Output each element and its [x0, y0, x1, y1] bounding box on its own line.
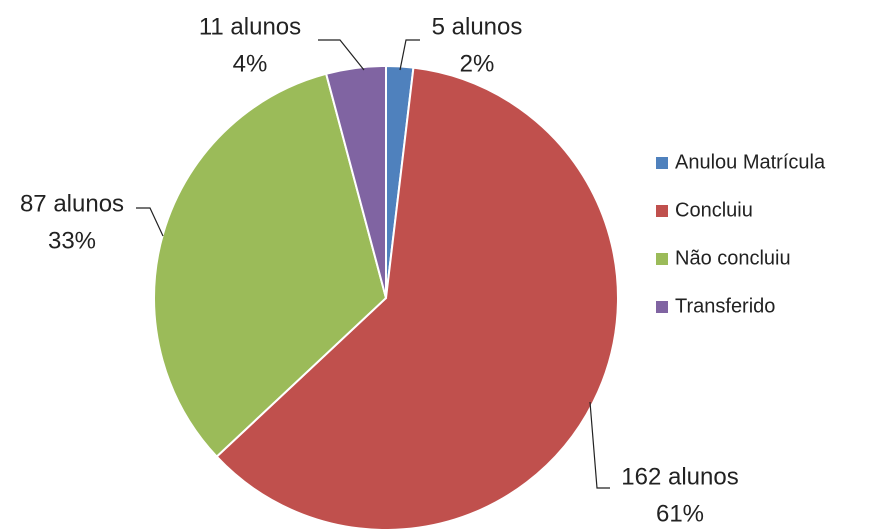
pie-slice [324, 64, 387, 299]
percent-label: 2% [460, 50, 495, 77]
legend-swatch [656, 205, 668, 217]
legend-swatch [656, 157, 668, 169]
legend-label: Anulou Matrícula [675, 151, 826, 173]
data-label: 11 alunos [199, 13, 301, 40]
leader-line [399, 39, 420, 71]
legend-label: Não concluiu [675, 247, 791, 269]
percent-label: 33% [48, 227, 96, 254]
percent-label: 4% [233, 50, 268, 77]
leader-line [136, 207, 164, 237]
legend-label: Transferido [675, 295, 775, 317]
legend-swatch [656, 301, 668, 313]
leader-line [318, 39, 365, 71]
percent-label: 61% [656, 500, 704, 527]
legend-swatch [656, 253, 668, 265]
data-label: 162 alunos [621, 463, 738, 490]
pie-slice [153, 72, 388, 459]
data-label: 87 alunos [20, 190, 124, 217]
data-label: 5 alunos [432, 13, 523, 40]
leader-line [589, 401, 610, 489]
pie-slice [215, 66, 619, 529]
legend-label: Concluiu [675, 199, 753, 221]
